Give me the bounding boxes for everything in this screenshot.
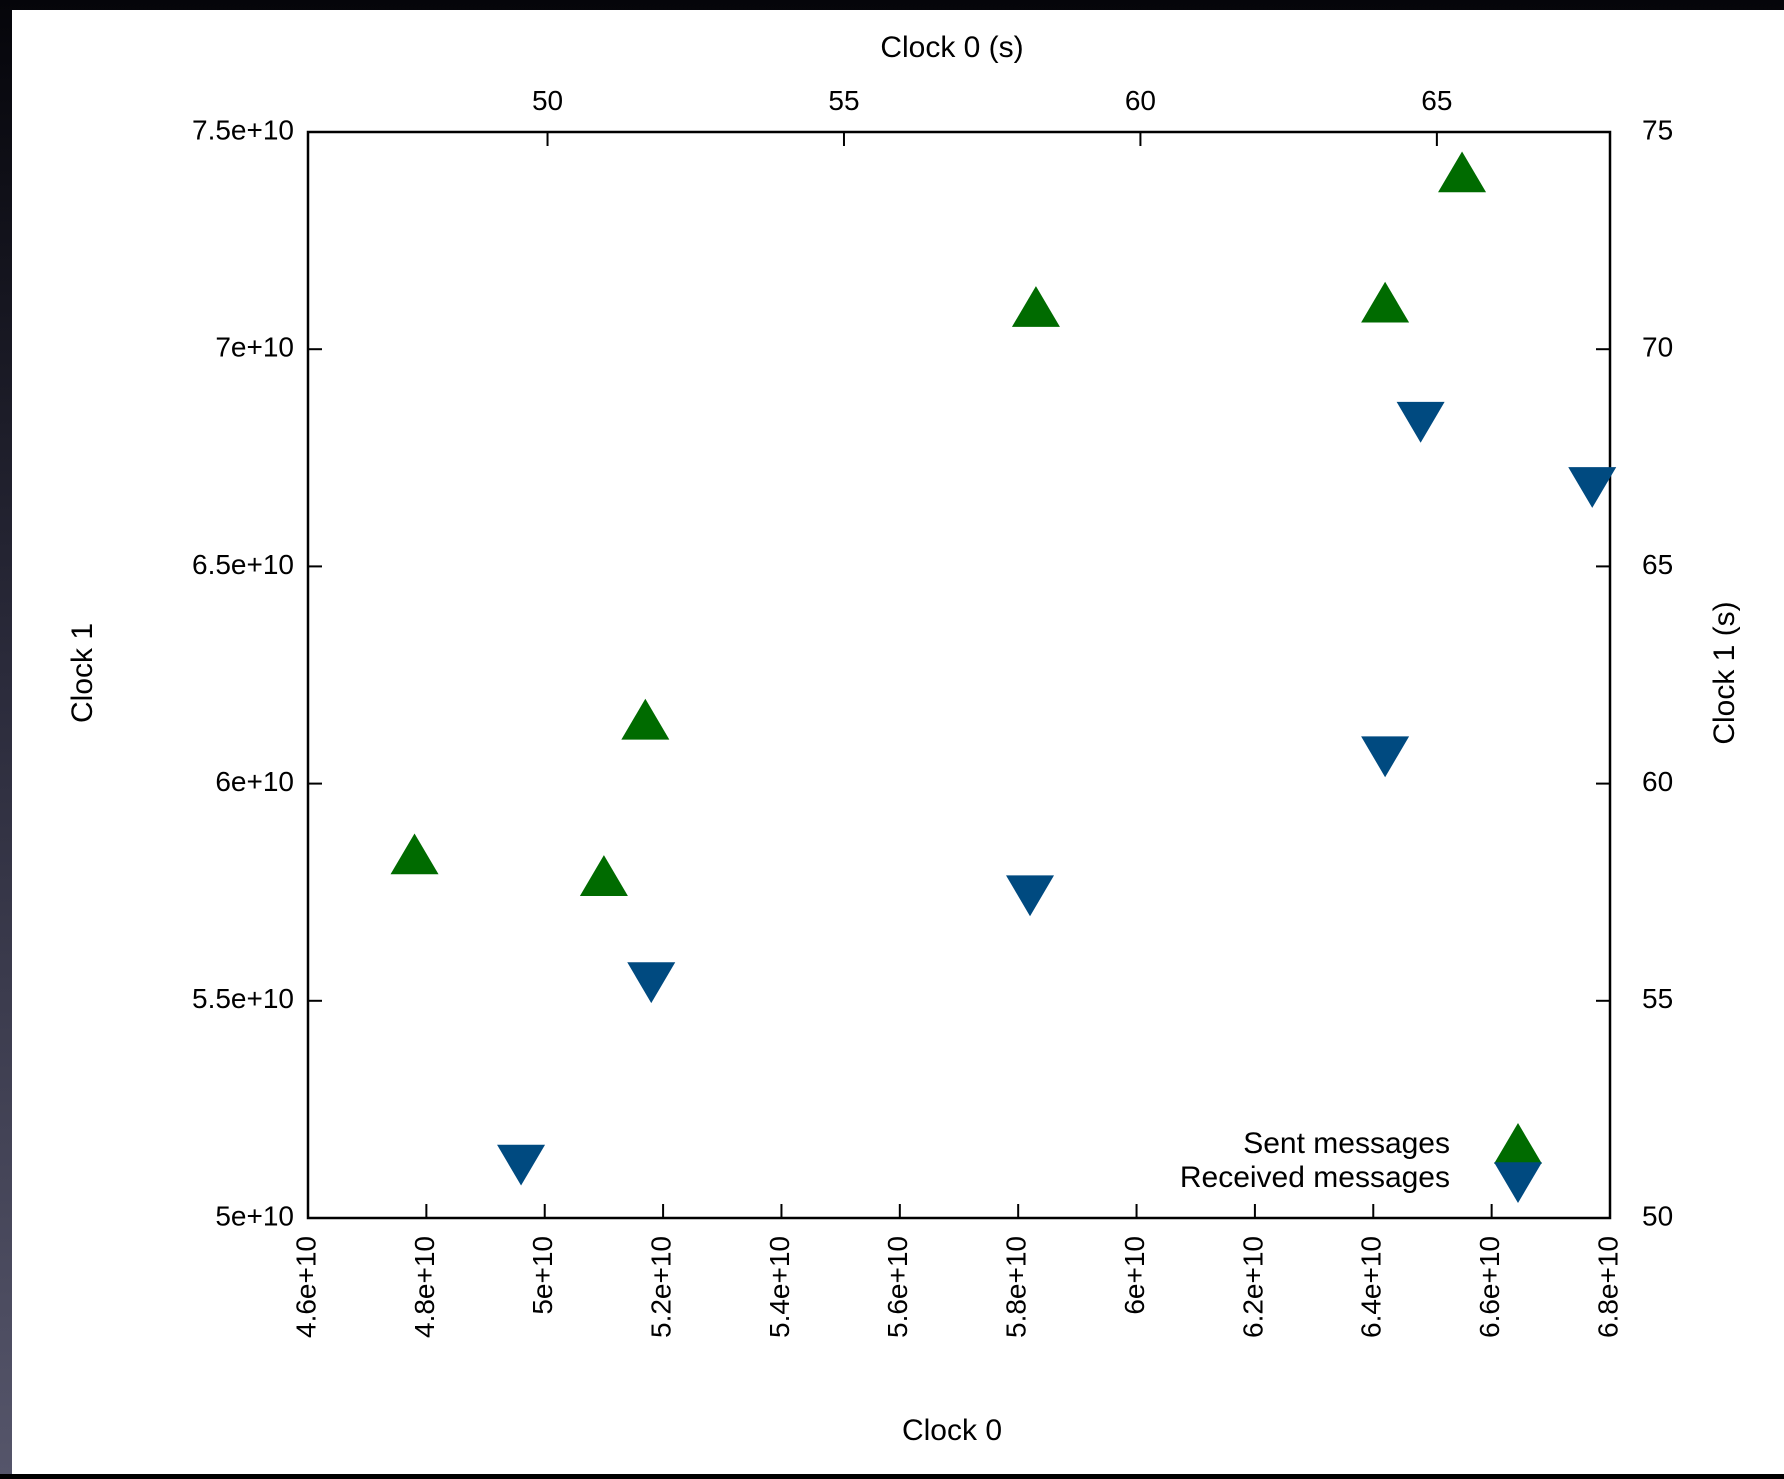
y-tick-label: 5.5e+10 — [192, 983, 294, 1014]
sent-message-point — [1011, 286, 1060, 327]
y2-tick-label: 60 — [1642, 766, 1673, 797]
x-tick-label: 5.4e+10 — [764, 1236, 795, 1338]
chart-panel: 4.6e+10 4.8e+10 5e+10 5.2e+10 5.4e+10 5.6e+10… — [12, 10, 1784, 1474]
x-tick-label: 4.6e+10 — [290, 1236, 321, 1338]
x-axis-label: Clock 0 — [902, 1414, 1002, 1447]
axes-layer — [306, 130, 1612, 1220]
received-message-point — [627, 962, 676, 1004]
x-tick-label: 5.6e+10 — [882, 1236, 913, 1338]
sent-message-point — [1438, 151, 1487, 193]
x-tick-label: 4.8e+10 — [409, 1236, 440, 1338]
legend-label-sent: Sent messages — [1243, 1127, 1450, 1160]
received-message-point — [1568, 467, 1617, 508]
x2-tick-label: 55 — [828, 85, 859, 116]
x-tick-label: 6.4e+10 — [1356, 1236, 1387, 1338]
received-message-point — [497, 1144, 546, 1186]
x-tick-label: 6.8e+10 — [1592, 1236, 1623, 1338]
y2-tick-label: 65 — [1642, 549, 1673, 580]
points-layer — [390, 151, 1617, 1186]
x2-tick-label: 65 — [1421, 85, 1452, 116]
ticks-layer: 4.6e+10 4.8e+10 5e+10 5.2e+10 5.4e+10 5.6e+10… — [192, 85, 1673, 1338]
sent-message-point — [390, 833, 439, 875]
x-tick-label: 5.2e+10 — [645, 1236, 676, 1338]
x2-tick-label: 60 — [1125, 85, 1156, 116]
x-tick-label: 5.8e+10 — [1001, 1236, 1032, 1338]
sent-message-point — [579, 855, 628, 896]
x-tick-label: 6e+10 — [1119, 1236, 1150, 1315]
x2-axis-label: Clock 0 (s) — [880, 31, 1023, 64]
received-message-point — [1396, 401, 1445, 443]
y-tick-label: 6.5e+10 — [192, 549, 294, 580]
sent-message-point — [621, 698, 670, 740]
x-tick-label: 5e+10 — [527, 1236, 558, 1315]
y-axis-label: Clock 1 — [66, 623, 99, 723]
axis-labels-layer: Clock 0 Clock 0 (s) Clock 1 Clock 1 (s) — [66, 31, 1741, 1447]
legend-label-received: Received messages — [1180, 1161, 1450, 1194]
y-tick-label: 7.5e+10 — [192, 114, 294, 145]
legend-marker-sent — [1494, 1123, 1542, 1164]
sent-message-point — [1361, 281, 1410, 323]
x-tick-label: 6.6e+10 — [1474, 1236, 1505, 1338]
x-tick-label: 6.2e+10 — [1237, 1236, 1268, 1338]
plot-border — [306, 130, 1612, 1220]
y-tick-label: 6e+10 — [215, 766, 294, 797]
y2-tick-label: 55 — [1642, 983, 1673, 1014]
legend-marker-received — [1494, 1162, 1542, 1203]
y2-tick-label: 50 — [1642, 1200, 1673, 1231]
y2-tick-label: 75 — [1642, 114, 1673, 145]
received-message-point — [1006, 875, 1055, 917]
x2-tick-label: 50 — [532, 85, 563, 116]
y2-axis-label: Clock 1 (s) — [1708, 601, 1741, 744]
y2-tick-label: 70 — [1642, 332, 1673, 363]
received-message-point — [1361, 736, 1410, 778]
scatter-chart: 4.6e+10 4.8e+10 5e+10 5.2e+10 5.4e+10 5.6e+10… — [66, 31, 1741, 1447]
y-tick-label: 7e+10 — [215, 332, 294, 363]
y-tick-label: 5e+10 — [215, 1200, 294, 1231]
